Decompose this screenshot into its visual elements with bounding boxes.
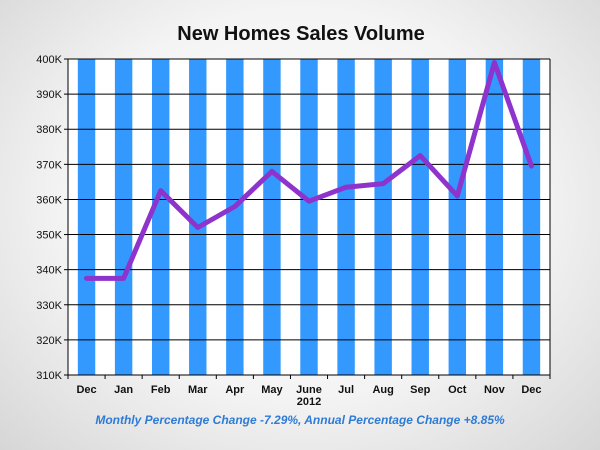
x-tick-label: Nov [484, 384, 506, 396]
line-point [455, 194, 459, 198]
x-tick-label: Dec [521, 384, 541, 396]
bar [522, 59, 541, 375]
y-tick-label: 390K [36, 89, 62, 101]
x-year-label: 2012 [297, 396, 321, 408]
y-tick-label: 380K [36, 124, 62, 136]
line-point [122, 276, 126, 280]
x-tick-label: Jul [338, 384, 354, 396]
line-point [159, 189, 163, 193]
line-point [344, 185, 348, 189]
line-point [492, 61, 496, 65]
bar [189, 59, 207, 375]
y-tick-label: 330K [36, 300, 62, 312]
x-tick-label: June [296, 384, 322, 396]
bar [151, 59, 170, 375]
y-tick-label: 360K [36, 194, 62, 206]
line-point [233, 204, 237, 208]
x-tick-label: May [261, 384, 283, 396]
x-tick-label: Apr [225, 384, 245, 396]
chart-footnote: Monthly Percentage Change -7.29%, Annual… [95, 413, 505, 427]
line-point [270, 169, 274, 173]
bar [374, 59, 392, 375]
x-tick-label: Dec [76, 384, 96, 396]
x-tick-label: Aug [372, 384, 393, 396]
x-tick-label: Sep [410, 384, 430, 396]
line-point [196, 226, 200, 230]
bar [263, 59, 281, 375]
line-point [381, 182, 385, 186]
line-point [307, 199, 311, 203]
bar [77, 59, 96, 375]
x-tick-label: Jan [114, 384, 133, 396]
y-tick-label: 400K [36, 54, 62, 66]
bar [114, 59, 133, 375]
bar [337, 59, 355, 375]
y-tick-label: 340K [36, 265, 62, 277]
bar [411, 59, 429, 375]
bar [485, 59, 504, 375]
line-point [85, 276, 89, 280]
y-tick-label: 350K [36, 230, 62, 242]
x-tick-label: Feb [151, 384, 171, 396]
bar [226, 59, 244, 375]
chart-title: New Homes Sales Volume [177, 23, 425, 45]
bar [300, 59, 318, 375]
plot-area: 310K 320K 330K 340K 350K 360K 370K 380K 390K 400K… [36, 54, 551, 408]
x-tick-label: Oct [448, 384, 467, 396]
line-point [529, 164, 533, 168]
y-tick-label: 370K [36, 159, 62, 171]
y-tick-label: 310K [36, 370, 62, 382]
y-tick-label: 320K [36, 335, 62, 347]
bar [448, 59, 467, 375]
line-point [418, 154, 422, 158]
x-tick-label: Mar [188, 384, 208, 396]
